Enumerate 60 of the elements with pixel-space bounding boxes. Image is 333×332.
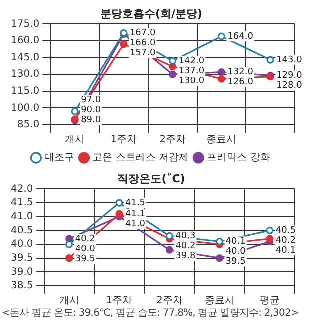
data-label: 132.0 (228, 68, 254, 78)
y-tick-label: 160.0 (10, 36, 40, 47)
y-tick-label: 42.0 (11, 184, 34, 195)
chart-title: 분당호흡수(회/분당) (100, 7, 203, 20)
legend-label: 프리믹스 강화 (207, 152, 270, 164)
data-label: 166.0 (130, 38, 156, 49)
data-label: 39.5 (75, 254, 96, 264)
data-label: 40.2 (276, 236, 296, 246)
data-label: 129.0 (276, 71, 303, 82)
data-label: 167.0 (130, 28, 156, 39)
data-label: 41.5 (125, 198, 146, 208)
legend-label: 고온 스트레스 저감제 (92, 152, 190, 164)
data-label: 40.0 (226, 247, 246, 258)
data-label: 89.0 (81, 115, 102, 126)
y-tick-label: 38.5 (11, 280, 34, 292)
data-label: 90.0 (81, 105, 102, 116)
data-label: 40.2 (176, 242, 196, 252)
data-label: 40.0 (75, 244, 96, 254)
data-label: 97.0 (81, 95, 102, 106)
data-label: 164.0 (228, 32, 254, 42)
data-label: 39.8 (176, 252, 196, 262)
x-tick-label: 개시 (65, 134, 86, 146)
y-tick-label: 100.0 (10, 102, 40, 114)
y-tick-label: 175.0 (10, 18, 40, 30)
y-tick-label: 40.5 (11, 225, 34, 236)
data-label: 128.0 (276, 81, 303, 92)
data-label: 40.5 (276, 226, 296, 236)
data-label: 40.3 (176, 232, 196, 242)
x-tick-label: 1주차 (106, 296, 133, 307)
data-label: 130.0 (178, 76, 205, 87)
data-label: 41.1 (125, 209, 146, 220)
x-tick-label: 평균 (260, 296, 280, 307)
data-label: 137.0 (178, 66, 205, 77)
y-tick-label: 145.0 (10, 52, 40, 64)
data-label: 143.0 (276, 55, 303, 66)
x-tick-label: 2주차 (156, 296, 183, 307)
data-label: 142.0 (178, 56, 205, 67)
data-label: 39.5 (226, 257, 246, 268)
text: <돈사 평균 온도: 39.6℃, 평균 습도: 77.8%, 평균 열량지수: 2,302> (2, 308, 300, 320)
x-tick-label: 개시 (59, 296, 80, 307)
y-tick-label: 39.5 (11, 252, 34, 264)
data-label: 40.2 (75, 234, 96, 244)
x-tick-label: 종료시 (204, 296, 235, 307)
chart-title: 직장온도(˚C) (118, 172, 186, 186)
data-label: 157.0 (130, 48, 156, 59)
y-tick-label: 39.0 (11, 266, 34, 278)
legend-label: 대조구 (44, 152, 75, 164)
data-label: 126.0 (228, 78, 254, 88)
x-tick-label: 종료시 (206, 134, 237, 146)
y-tick-label: 41.0 (11, 211, 34, 222)
data-label: 40.1 (276, 246, 296, 256)
y-tick-label: 40.0 (11, 239, 34, 250)
x-tick-label: 2주차 (160, 134, 186, 146)
y-tick-label: 130.0 (10, 69, 40, 80)
y-tick-label: 85.0 (17, 120, 40, 131)
data-label: 40.1 (226, 237, 246, 248)
x-tick-label: 1주차 (110, 134, 138, 146)
y-tick-label: 115.0 (10, 86, 40, 97)
data-label: 41.0 (125, 219, 146, 230)
y-tick-label: 41.5 (11, 198, 34, 209)
